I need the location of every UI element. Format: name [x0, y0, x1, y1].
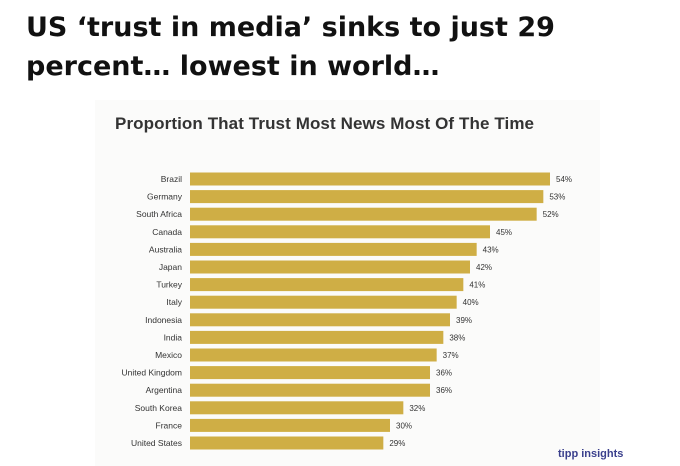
bar-italy: [190, 295, 457, 309]
value-label-indonesia: 39%: [456, 316, 472, 325]
watermark-text: tipp insights: [558, 448, 624, 460]
value-label-australia: 43%: [483, 245, 499, 254]
value-label-united-states: 29%: [389, 439, 405, 448]
bar-united-kingdom: [190, 366, 430, 380]
category-label-brazil: Brazil: [161, 174, 182, 184]
value-label-mexico: 37%: [443, 351, 459, 360]
chart-title: Proportion That Trust Most News Most Of …: [115, 114, 535, 133]
category-label-india: India: [164, 332, 183, 342]
category-label-germany: Germany: [147, 192, 183, 202]
bar-australia: [190, 242, 477, 256]
value-label-south-africa: 52%: [543, 210, 559, 219]
bar-south-korea: [190, 401, 404, 415]
category-label-south-korea: South Korea: [135, 403, 183, 413]
category-label-france: France: [156, 420, 183, 430]
bar-germany: [190, 190, 544, 204]
headline: US ‘trust in media’ sinks to just 29 per…: [26, 12, 555, 82]
bar-united-states: [190, 436, 384, 450]
value-label-germany: 53%: [549, 193, 565, 202]
bar-france: [190, 418, 390, 432]
bar-indonesia: [190, 313, 450, 327]
category-labels: Brazil Germany South Africa Canada Australia…: [122, 174, 183, 448]
bar-turkey: [190, 278, 464, 292]
value-label-south-korea: 32%: [409, 404, 425, 413]
value-label-turkey: 41%: [469, 281, 485, 290]
bar-mexico: [190, 348, 437, 362]
value-label-brazil: 54%: [556, 175, 572, 184]
bar-india: [190, 330, 444, 344]
category-label-united-kingdom: United Kingdom: [122, 368, 182, 378]
value-label-italy: 40%: [463, 298, 479, 307]
bar-brazil: [190, 172, 550, 186]
category-label-japan: Japan: [159, 262, 182, 272]
chart-card: Proportion That Trust Most News Most Of …: [95, 100, 623, 466]
bars: [190, 172, 550, 450]
value-labels: 54% 53% 52% 45% 43% 42% 41% 40% 39% 38% 37% 36% 36% 3…: [389, 175, 572, 448]
bar-south-africa: [190, 207, 537, 221]
category-label-indonesia: Indonesia: [145, 315, 182, 325]
category-label-south-africa: South Africa: [136, 209, 182, 219]
bar-argentina: [190, 383, 430, 397]
value-label-france: 30%: [396, 421, 412, 430]
value-label-japan: 42%: [476, 263, 492, 272]
value-label-united-kingdom: 36%: [436, 369, 452, 378]
category-label-united-states: United States: [131, 438, 182, 448]
bar-canada: [190, 225, 490, 239]
value-label-canada: 45%: [496, 228, 512, 237]
bar-japan: [190, 260, 470, 274]
category-label-canada: Canada: [152, 227, 182, 237]
bar-chart: Brazil Germany South Africa Canada Australia…: [122, 172, 572, 450]
watermark-logo: tipp insights: [558, 448, 623, 460]
category-label-turkey: Turkey: [156, 280, 182, 290]
category-label-australia: Australia: [149, 244, 182, 254]
value-label-argentina: 36%: [436, 386, 452, 395]
category-label-mexico: Mexico: [155, 350, 182, 360]
value-label-india: 38%: [449, 333, 465, 342]
category-label-argentina: Argentina: [146, 385, 183, 395]
category-label-italy: Italy: [166, 297, 182, 307]
